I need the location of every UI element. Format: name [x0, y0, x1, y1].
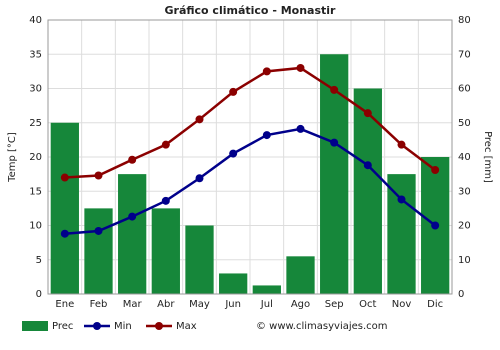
point — [229, 149, 238, 158]
y2-tick-label: 40 — [458, 152, 471, 163]
point — [229, 87, 238, 96]
y-tick-label: 20 — [29, 152, 42, 163]
y-tick-label: 40 — [29, 15, 42, 26]
chart-title: Gráfico climático - Monastir — [165, 4, 337, 17]
legend-label: Prec — [52, 321, 73, 332]
point — [128, 212, 137, 221]
y-tick-label: 35 — [29, 49, 42, 60]
point — [431, 221, 440, 230]
point — [363, 161, 372, 170]
y2-tick-label: 0 — [458, 289, 464, 300]
point — [94, 226, 103, 235]
point — [397, 195, 406, 204]
x-tick-label: Sep — [325, 299, 344, 310]
point — [94, 171, 103, 180]
y-axis-label: Temp [°C] — [7, 132, 18, 183]
bar — [185, 225, 214, 294]
point — [296, 124, 305, 133]
point — [296, 63, 305, 72]
bar — [320, 54, 349, 294]
legend-label: Min — [114, 321, 132, 332]
bar — [353, 88, 382, 294]
point — [161, 196, 170, 205]
plot-frame — [47, 19, 453, 295]
legend-label: Max — [176, 321, 197, 332]
point — [330, 138, 339, 147]
y-tick-label: 30 — [29, 84, 42, 95]
bar — [286, 256, 315, 294]
x-tick-label: Jun — [224, 299, 241, 310]
y-tick-label: 10 — [29, 221, 42, 232]
x-tick-label: Ene — [55, 299, 74, 310]
x-tick-label: Feb — [90, 299, 108, 310]
point — [60, 173, 69, 182]
y-tick-label: 15 — [29, 186, 42, 197]
y2-tick-label: 20 — [458, 221, 471, 232]
point — [262, 131, 271, 140]
bar — [84, 208, 113, 294]
y2-tick-label: 50 — [458, 118, 471, 129]
y2-tick-label: 10 — [458, 255, 471, 266]
bar — [118, 174, 147, 294]
y-tick-label: 5 — [36, 255, 42, 266]
line — [64, 66, 436, 179]
x-tick-label: Oct — [359, 299, 376, 310]
point — [262, 67, 271, 76]
point — [431, 166, 440, 175]
point — [161, 140, 170, 149]
y2-axis-label: Prec [mm] — [482, 131, 493, 183]
y2-tick-label: 30 — [458, 186, 471, 197]
bar — [387, 174, 416, 294]
bar — [252, 285, 281, 294]
point — [397, 140, 406, 149]
point — [128, 155, 137, 164]
x-tick-label: Nov — [392, 299, 412, 310]
y-tick-label: 25 — [29, 118, 42, 129]
x-tick-label: Ago — [291, 299, 310, 310]
point — [330, 85, 339, 94]
y2-tick-label: 70 — [458, 49, 471, 60]
credit: © www.climasyviajes.com — [256, 321, 388, 332]
bar — [151, 208, 180, 294]
line — [64, 127, 436, 235]
y-tick-label: 0 — [36, 289, 42, 300]
y2-tick-label: 80 — [458, 15, 471, 26]
y2-tick-label: 60 — [458, 84, 471, 95]
x-tick-label: Abr — [157, 299, 175, 310]
point — [195, 174, 204, 183]
x-tick-label: May — [189, 299, 210, 310]
x-tick-label: Dic — [427, 299, 443, 310]
legend-swatch — [93, 322, 101, 330]
legend-swatch — [155, 322, 163, 330]
point — [60, 229, 69, 238]
point — [195, 115, 204, 124]
point — [363, 109, 372, 118]
bar — [219, 273, 248, 294]
legend-swatch — [22, 321, 48, 331]
x-tick-label: Jul — [260, 299, 273, 310]
x-tick-label: Mar — [123, 299, 143, 310]
bar — [50, 122, 79, 294]
